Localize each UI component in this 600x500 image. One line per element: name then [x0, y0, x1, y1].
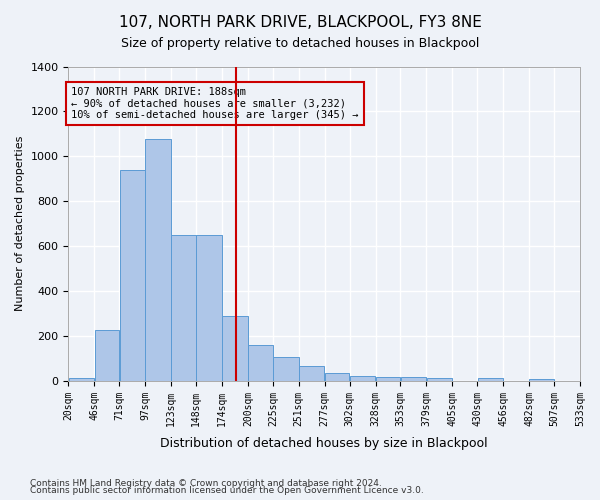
Bar	[299, 366, 325, 381]
Bar	[376, 377, 400, 381]
Bar	[478, 378, 503, 381]
Bar	[273, 358, 299, 381]
Text: Size of property relative to detached houses in Blackpool: Size of property relative to detached ho…	[121, 38, 479, 51]
Bar	[95, 330, 119, 381]
Text: 107 NORTH PARK DRIVE: 188sqm
← 90% of detached houses are smaller (3,232)
10% of: 107 NORTH PARK DRIVE: 188sqm ← 90% of de…	[71, 86, 359, 120]
Bar	[196, 236, 222, 381]
Bar	[145, 140, 171, 381]
Bar	[401, 377, 426, 381]
Bar	[222, 316, 248, 381]
Bar	[427, 378, 452, 381]
Bar	[325, 373, 349, 381]
Text: 107, NORTH PARK DRIVE, BLACKPOOL, FY3 8NE: 107, NORTH PARK DRIVE, BLACKPOOL, FY3 8N…	[119, 15, 481, 30]
Y-axis label: Number of detached properties: Number of detached properties	[15, 136, 25, 312]
Bar	[248, 345, 272, 381]
Bar	[172, 236, 196, 381]
Text: Contains public sector information licensed under the Open Government Licence v3: Contains public sector information licen…	[30, 486, 424, 495]
Bar	[350, 376, 376, 381]
Bar	[68, 378, 94, 381]
X-axis label: Distribution of detached houses by size in Blackpool: Distribution of detached houses by size …	[160, 437, 488, 450]
Text: Contains HM Land Registry data © Crown copyright and database right 2024.: Contains HM Land Registry data © Crown c…	[30, 478, 382, 488]
Bar	[529, 378, 554, 381]
Bar	[119, 170, 145, 381]
